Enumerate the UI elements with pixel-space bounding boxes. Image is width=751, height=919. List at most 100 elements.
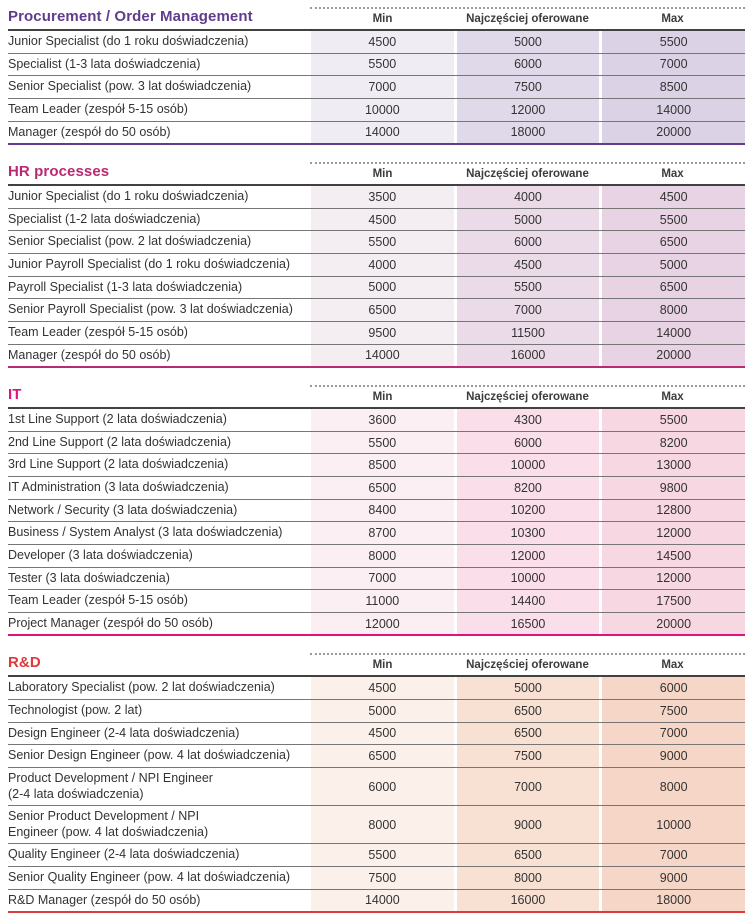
row-label: Business / System Analyst (3 lata doświa…: [8, 525, 283, 540]
table-row: Team Leader (zespół 5-15 osób) 9500 11500 1…: [8, 321, 745, 345]
table-row: Manager (zespół do 50 osób) 14000 16000 200…: [8, 344, 745, 369]
max-value: 5500: [599, 31, 745, 53]
max-value: 4500: [599, 186, 745, 208]
min-value: 10000: [308, 98, 454, 121]
min-value: 5000: [308, 700, 454, 722]
row-label: Tester (3 lata doświadczenia): [8, 570, 170, 585]
table-row: Senior Design Engineer (pow. 4 lat doświ…: [8, 745, 745, 768]
min-value: 5500: [308, 431, 454, 454]
typical-value: 5000: [453, 208, 600, 231]
table-row: Senior Payroll Specialist (pow. 3 lat do…: [8, 299, 745, 322]
salary-table-section: Procurement / Order Management Min Najczęś…: [8, 7, 745, 146]
table-row: Junior Payroll Specialist (do 1 roku doś…: [8, 254, 745, 277]
max-value: 12000: [599, 567, 745, 590]
typical-value: 10000: [453, 567, 600, 590]
max-value: 14000: [599, 321, 745, 344]
column-header-min: Min: [372, 168, 393, 181]
typical-value: 14400: [453, 590, 600, 612]
column-header-max: Max: [661, 659, 684, 672]
min-value: 5500: [308, 844, 454, 866]
row-label: Senior Product Development / NPI Enginee…: [8, 809, 209, 839]
column-headers: Min Najczęściej oferowane Max: [310, 653, 745, 675]
typical-value: 7000: [453, 767, 600, 806]
column-header-typical: Najczęściej oferowane: [466, 13, 589, 25]
min-value: 6500: [308, 299, 454, 321]
max-value: 20000: [599, 344, 745, 367]
min-value: 7000: [308, 567, 454, 590]
max-value: 12800: [599, 499, 745, 522]
min-value: 4500: [308, 31, 454, 53]
min-value: 4500: [308, 208, 454, 231]
min-value: 6000: [308, 767, 454, 806]
column-header-max: Max: [661, 13, 684, 25]
min-value: 8700: [308, 522, 454, 544]
typical-value: 11500: [453, 321, 600, 344]
max-value: 8500: [599, 76, 745, 98]
table-row: Laboratory Specialist (pow. 2 lat doświa…: [8, 677, 745, 700]
salary-table-section: HR processes Min Najczęściej oferowane Max J…: [8, 162, 745, 369]
row-label: Team Leader (zespół 5-15 osób): [8, 101, 188, 116]
max-value: 18000: [599, 889, 745, 912]
typical-value: 6000: [453, 53, 600, 76]
typical-value: 8000: [453, 867, 600, 889]
max-value: 10000: [599, 806, 745, 844]
row-label: Project Manager (zespół do 50 osób): [8, 615, 213, 630]
table-header: IT Min Najczęściej oferowane Max: [8, 385, 745, 410]
table-row: Senior Specialist (pow. 2 lat doświadcze…: [8, 231, 745, 254]
max-value: 7000: [599, 722, 745, 745]
typical-value: 6500: [453, 722, 600, 745]
row-label: 3rd Line Support (2 lata doświadczenia): [8, 457, 229, 472]
max-value: 7000: [599, 844, 745, 866]
row-label: R&D Manager (zespół do 50 osób): [8, 892, 201, 907]
min-value: 8400: [308, 499, 454, 522]
max-value: 8000: [599, 299, 745, 321]
min-value: 3600: [308, 409, 454, 431]
row-label: Developer (3 lata doświadczenia): [8, 547, 193, 562]
row-label: Team Leader (zespół 5-15 osób): [8, 324, 188, 339]
typical-value: 6000: [453, 431, 600, 454]
max-value: 20000: [599, 612, 745, 635]
table-row: Product Development / NPI Engineer (2-4 …: [8, 767, 745, 807]
row-label: Senior Payroll Specialist (pow. 3 lat do…: [8, 302, 293, 317]
min-value: 14000: [308, 889, 454, 912]
table-header: HR processes Min Najczęściej oferowane Max: [8, 162, 745, 187]
table-row: Tester (3 lata doświadczenia) 7000 10000 12…: [8, 567, 745, 591]
typical-value: 4000: [453, 186, 600, 208]
typical-value: 5000: [453, 677, 600, 699]
column-header-typical: Najczęściej oferowane: [466, 391, 589, 404]
max-value: 7500: [599, 700, 745, 722]
min-value: 7500: [308, 867, 454, 889]
typical-value: 4500: [453, 254, 600, 276]
column-header-max: Max: [661, 391, 684, 404]
min-value: 4000: [308, 254, 454, 276]
max-value: 8000: [599, 767, 745, 806]
min-value: 9500: [308, 321, 454, 344]
typical-value: 9000: [453, 806, 600, 844]
row-label: Specialist (1-2 lata doświadczenia): [8, 211, 201, 226]
typical-value: 16500: [453, 612, 600, 635]
row-label: Design Engineer (2-4 lata doświadczenia): [8, 725, 240, 740]
row-label: Senior Specialist (pow. 2 lat doświadcze…: [8, 234, 252, 249]
max-value: 8200: [599, 431, 745, 454]
min-value: 14000: [308, 344, 454, 367]
section-title: Procurement / Order Management: [8, 8, 253, 25]
min-value: 5000: [308, 276, 454, 299]
table-row: Junior Specialist (do 1 roku doświadczen…: [8, 186, 745, 209]
row-label: 1st Line Support (2 lata doświadczenia): [8, 412, 227, 427]
table-row: Senior Specialist (pow. 3 lat doświadcze…: [8, 76, 745, 99]
typical-value: 16000: [453, 889, 600, 912]
row-label: Senior Quality Engineer (pow. 4 lat dośw…: [8, 870, 291, 884]
table-header: Procurement / Order Management Min Najczęś…: [8, 7, 745, 31]
max-value: 6500: [599, 276, 745, 299]
row-label: Product Development / NPI Engineer (2-4 …: [8, 770, 213, 801]
table-row: Network / Security (3 lata doświadczenia…: [8, 499, 745, 523]
table-row: Design Engineer (2-4 lata doświadczenia)…: [8, 722, 745, 746]
max-value: 6000: [599, 677, 745, 699]
row-label: Senior Design Engineer (pow. 4 lat doświ…: [8, 748, 291, 763]
row-label: Quality Engineer (2-4 lata doświadczenia…: [8, 847, 240, 862]
max-value: 5000: [599, 254, 745, 276]
table-row: Business / System Analyst (3 lata doświa…: [8, 522, 745, 545]
table-row: Developer (3 lata doświadczenia) 8000 1200…: [8, 544, 745, 568]
row-label: Manager (zespół do 50 osób): [8, 124, 171, 139]
typical-value: 6000: [453, 231, 600, 253]
